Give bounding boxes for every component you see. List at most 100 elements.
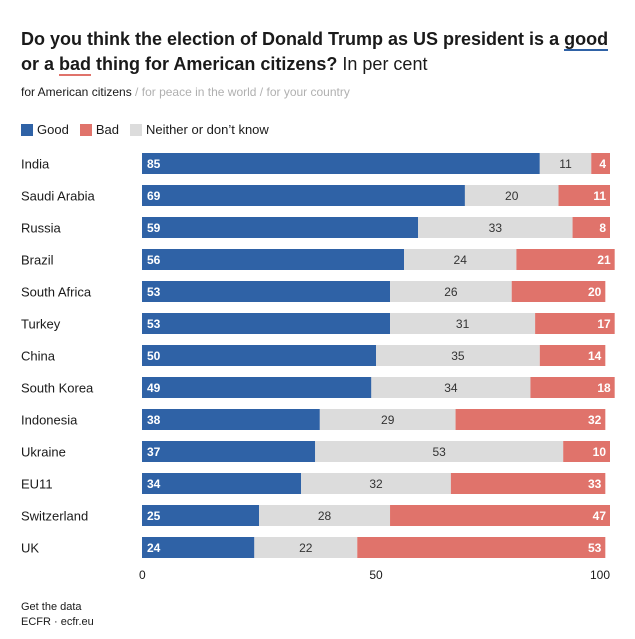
tab-your-country[interactable]: for your country	[266, 85, 350, 99]
x-tick-label: 50	[369, 568, 383, 582]
value-label-bad: 20	[588, 285, 602, 299]
bar-neither-russia	[418, 217, 573, 238]
x-tick-label: 0	[139, 568, 146, 582]
legend-swatch-bad	[79, 123, 92, 136]
category-label-south-korea: South Korea	[21, 381, 94, 396]
bar-good-saudi-arabia	[142, 185, 465, 206]
source-credit: ECFR · ecfr.eu	[21, 616, 94, 628]
legend-label-good: Good	[37, 122, 69, 137]
category-label-indonesia: Indonesia	[21, 413, 78, 428]
bar-bad-china	[539, 345, 606, 366]
tab-peace-in-the-world[interactable]: for peace in the world	[141, 85, 257, 99]
category-label-south-africa: South Africa	[21, 285, 92, 300]
bar-good-eu11	[142, 473, 302, 494]
view-tabs: for American citizens / for peace in the…	[21, 85, 350, 99]
legend-swatch-good	[21, 123, 33, 136]
value-label-neither: 20	[505, 189, 519, 203]
legend-label-bad: Bad	[95, 122, 119, 137]
bar-good-ukraine	[142, 441, 316, 462]
bar-neither-indonesia	[319, 409, 456, 430]
category-label-switzerland: Switzerland	[21, 509, 88, 524]
value-label-neither: 33	[489, 221, 503, 235]
value-label-neither: 28	[318, 509, 332, 523]
value-label-good: 59	[147, 221, 161, 235]
bar-neither-eu11	[301, 473, 451, 494]
value-label-good: 50	[147, 349, 161, 363]
value-label-bad: 32	[588, 413, 602, 427]
value-label-neither: 34	[444, 381, 458, 395]
category-label-russia: Russia	[21, 221, 62, 236]
bar-neither-ukraine	[315, 441, 564, 462]
bar-good-indonesia	[142, 409, 320, 430]
value-label-bad: 53	[588, 541, 602, 555]
legend-swatch-neither	[129, 123, 142, 136]
footer: Get the data ECFR · ecfr.eu	[21, 600, 94, 630]
bar-neither-china	[376, 345, 540, 366]
bar-neither-brazil	[404, 249, 517, 270]
bar-good-turkey	[142, 313, 391, 334]
value-label-bad: 14	[588, 349, 602, 363]
bar-good-brazil	[142, 249, 405, 270]
tab-american-citizens[interactable]: for American citizens	[21, 85, 132, 99]
value-label-bad: 8	[599, 221, 606, 235]
value-label-neither: 53	[433, 445, 447, 459]
value-label-good: 69	[147, 189, 161, 203]
value-label-neither: 32	[369, 477, 383, 491]
value-label-bad: 47	[593, 509, 607, 523]
value-label-neither: 22	[299, 541, 313, 555]
category-label-brazil: Brazil	[21, 253, 54, 268]
legend-label-neither: Neither or don’t know	[145, 122, 269, 137]
bar-bad-eu11	[450, 473, 606, 494]
get-the-data-link[interactable]: Get the data	[21, 601, 82, 613]
value-label-bad: 18	[597, 381, 611, 395]
bar-neither-switzerland	[259, 505, 391, 526]
value-label-good: 37	[147, 445, 161, 459]
value-label-neither: 29	[381, 413, 395, 427]
title-bad-word: bad	[59, 54, 92, 76]
tab-separator: /	[256, 85, 267, 99]
value-label-bad: 17	[597, 317, 611, 331]
value-label-good: 49	[147, 381, 161, 395]
bar-bad-ukraine	[563, 441, 610, 462]
value-label-neither: 24	[454, 253, 468, 267]
bar-bad-brazil	[516, 249, 615, 270]
value-label-good: 53	[147, 285, 161, 299]
category-label-eu11: EU11	[21, 477, 53, 492]
value-label-bad: 21	[597, 253, 611, 267]
bar-bad-uk	[357, 537, 606, 558]
category-label-saudi-arabia: Saudi Arabia	[21, 189, 95, 204]
value-label-bad: 33	[588, 477, 602, 491]
bar-bad-turkey	[535, 313, 615, 334]
tab-separator: /	[131, 85, 142, 99]
bar-neither-saudi-arabia	[464, 185, 559, 206]
category-label-india: India	[21, 157, 50, 172]
value-label-good: 85	[147, 157, 161, 171]
bar-bad-switzerland	[390, 505, 610, 526]
value-label-neither: 31	[456, 317, 470, 331]
bar-good-russia	[142, 217, 419, 238]
bar-good-china	[142, 345, 376, 366]
value-label-good: 25	[147, 509, 161, 523]
bar-neither-south-korea	[371, 377, 531, 398]
bar-neither-india	[539, 153, 592, 174]
value-label-good: 34	[147, 477, 161, 491]
bar-bad-india	[591, 153, 610, 174]
title-good-word: good	[564, 29, 609, 51]
bar-bad-russia	[572, 217, 610, 238]
title-text-3: thing for American citizens?	[91, 54, 338, 74]
value-label-bad: 10	[593, 445, 607, 459]
legend-item-neither: Neither or don’t know	[129, 122, 269, 137]
value-label-good: 53	[147, 317, 161, 331]
chart-title: Do you think the election of Donald Trum…	[21, 27, 621, 77]
value-label-good: 24	[147, 541, 161, 555]
legend-item-good: Good	[21, 122, 69, 137]
bar-good-switzerland	[142, 505, 259, 526]
stacked-bar-chart: India 85 11 4 Saudi Arabia 69 20 11 Russia 59 33 8 B…	[21, 153, 615, 582]
legend-item-bad: Bad	[79, 122, 119, 137]
bar-bad-south-africa	[511, 281, 606, 302]
value-label-neither: 26	[444, 285, 458, 299]
bar-neither-south-africa	[390, 281, 512, 302]
bar-bad-south-korea	[530, 377, 615, 398]
bar-bad-saudi-arabia	[558, 185, 610, 206]
bar-neither-uk	[254, 537, 358, 558]
